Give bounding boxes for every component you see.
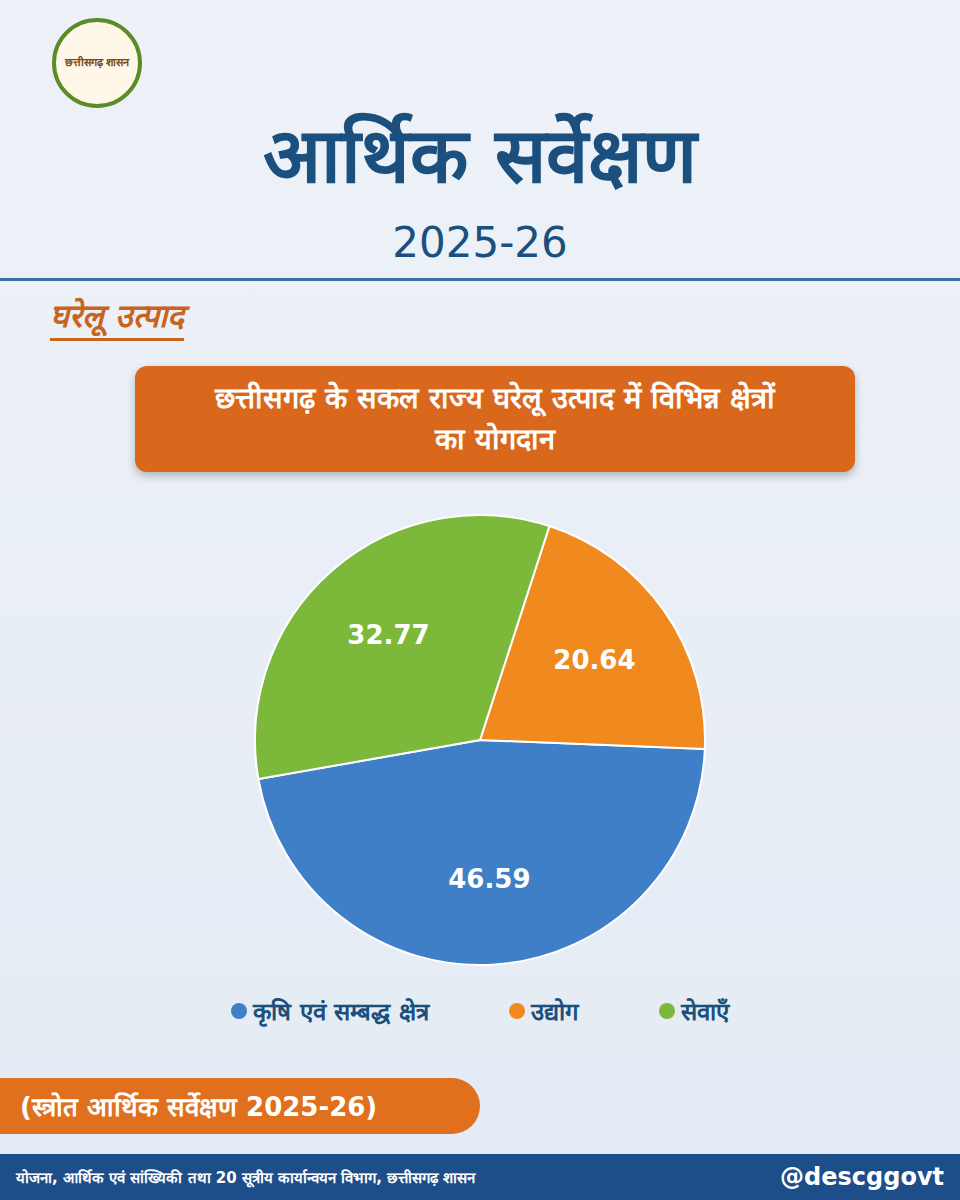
html-text:(स्त्रोत आर्थिक सर्वेक्षण 2025: (स्त्रोत आर्थिक सर्वेक्षण 2025-26) <box>20 1092 378 1122</box>
html-text:योजना, आर्थिक एवं सांख्यिकी तथ: योजना, आर्थिक एवं सांख्यिकी तथा 20 सूत्र… <box>16 1169 476 1187</box>
html-text:घरेलू उत्पाद: घरेलू उत्पाद <box>50 297 185 335</box>
html-text:आर्थिक सर्वेक्षण: आर्थिक सर्वेक्षण <box>263 111 697 200</box>
html-text:छत्तीसगढ़ शासन: छत्तीसगढ़ शासन <box>64 55 130 69</box>
html-text:उद्योग: उद्योग <box>530 998 579 1026</box>
html-text:सेवाएँ: सेवाएँ <box>680 998 729 1026</box>
html-text:कृषि एवं सम्बद्ध क्षेत्र: कृषि एवं सम्बद्ध क्षेत्र <box>253 998 429 1026</box>
html-text:@descggovt: @descggovt <box>780 1163 944 1191</box>
svg-text:46.59: 46.59 <box>448 864 530 894</box>
svg-text:32.77: 32.77 <box>347 620 429 650</box>
html-text:2025-26: 2025-26 <box>392 218 568 267</box>
svg-text:20.64: 20.64 <box>553 645 635 675</box>
html-text:छत्तीसगढ़ के सकल राज्य घरेलू उ: छत्तीसगढ़ के सकल राज्य घरेलू उत्पाद में … <box>214 381 776 456</box>
